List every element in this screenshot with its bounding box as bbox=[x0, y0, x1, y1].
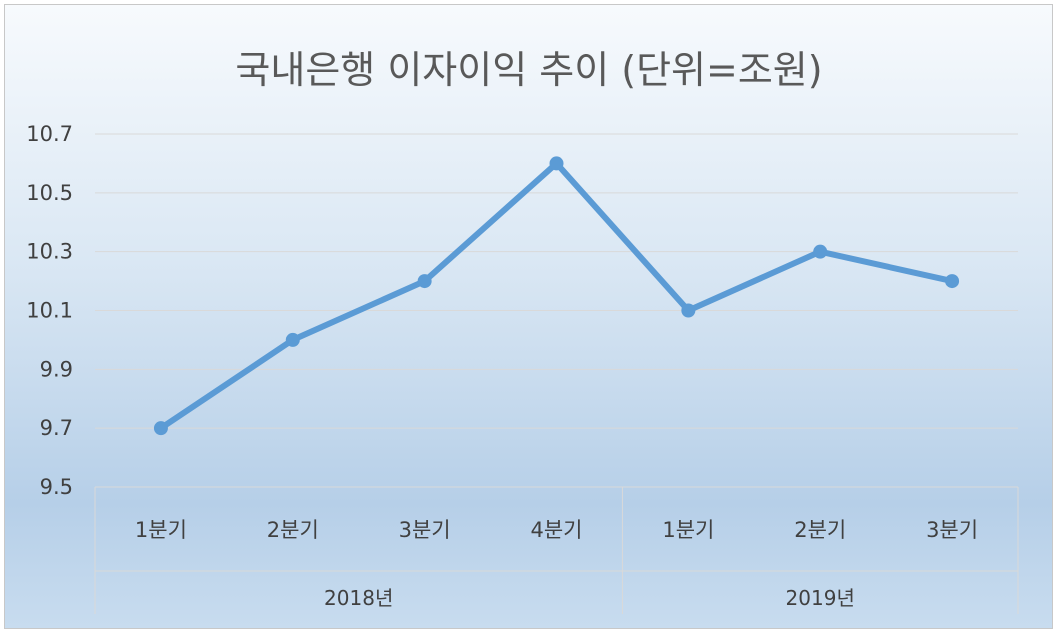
chart-title: 국내은행 이자이익 추이 (단위=조원) bbox=[235, 48, 822, 92]
y-tick-label: 10.5 bbox=[26, 181, 73, 205]
data-point bbox=[153, 421, 168, 436]
x-tick-label: 2분기 bbox=[267, 518, 319, 542]
series-line bbox=[157, 160, 956, 432]
gridlines bbox=[95, 133, 1018, 488]
chart-area: 국내은행 이자이익 추이 (단위=조원) 9.5 9.7 9.9 10.1 10.3 10… bbox=[4, 4, 1053, 629]
x-tick-label: 3분기 bbox=[926, 518, 978, 542]
line-chart: 국내은행 이자이익 추이 (단위=조원) 9.5 9.7 9.9 10.1 10.3 10… bbox=[26, 48, 1019, 614]
y-tick-label: 9.7 bbox=[40, 416, 73, 440]
y-tick-label: 9.9 bbox=[40, 357, 73, 381]
y-tick-label: 10.7 bbox=[26, 122, 73, 146]
y-tick-label: 10.3 bbox=[26, 240, 73, 264]
y-tick-label: 9.5 bbox=[40, 475, 73, 499]
data-point bbox=[285, 332, 300, 347]
y-tick-label: 10.1 bbox=[26, 299, 73, 323]
data-point bbox=[417, 274, 432, 289]
x-tick-label: 1분기 bbox=[662, 518, 714, 542]
x-group-label: 2018년 bbox=[324, 586, 393, 610]
data-point bbox=[681, 303, 696, 318]
x-tick-label: 1분기 bbox=[135, 518, 187, 542]
data-point bbox=[813, 244, 828, 259]
x-group-label: 2019년 bbox=[786, 586, 855, 610]
x-tick-label: 2분기 bbox=[794, 518, 846, 542]
x-tick-label: 4분기 bbox=[530, 518, 582, 542]
y-axis-tick-labels: 9.5 9.7 9.9 10.1 10.3 10.5 10.7 bbox=[26, 122, 73, 499]
x-axis: 1분기 2분기 3분기 4분기 1분기 2분기 3분기 2018년 2019년 bbox=[94, 487, 1019, 614]
data-point bbox=[549, 156, 564, 171]
x-tick-label: 3분기 bbox=[399, 518, 451, 542]
data-point bbox=[945, 274, 960, 289]
series bbox=[153, 156, 960, 436]
